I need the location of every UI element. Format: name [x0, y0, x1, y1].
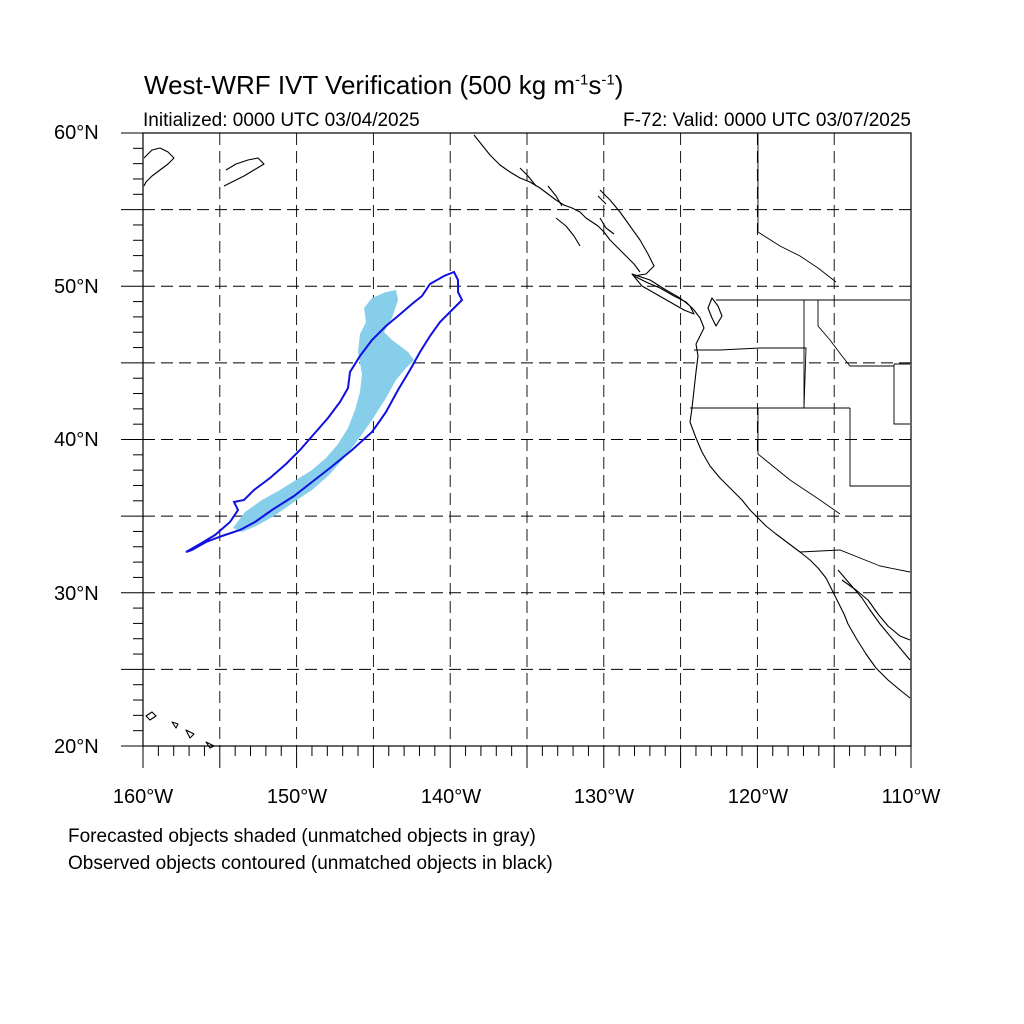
coastlines: [143, 134, 911, 749]
puget-sound: [707, 297, 723, 327]
lat-label-20n: 20°N: [54, 736, 99, 758]
us-mexico-border: [799, 549, 911, 573]
gulf-of-california: [841, 579, 911, 641]
alaska-islands: [223, 157, 265, 187]
nevada-border: [757, 408, 910, 515]
lat-label-50n: 50°N: [54, 276, 99, 298]
us-west-coast: [689, 343, 849, 625]
map-frame: [142, 132, 912, 747]
forecast-object-shade: [233, 290, 414, 532]
forecast-legend-note: Forecasted objects shaded (unmatched obj…: [68, 826, 536, 847]
alaska-canada-border: [757, 134, 837, 283]
lon-label-120w: 120°W: [727, 786, 789, 808]
lat-label-40n: 40°N: [54, 429, 99, 451]
lon-label-110w: 110°W: [881, 786, 941, 808]
hawaii: [145, 711, 215, 749]
lon-label-150w: 150°W: [266, 786, 328, 808]
baja-california: [837, 569, 911, 699]
observed-legend-note: Observed objects contoured (unmatched ob…: [68, 853, 553, 874]
lat-label-30n: 30°N: [54, 583, 99, 605]
lon-label-160w: 160°W: [112, 786, 174, 808]
utah-border: [893, 363, 910, 425]
bc-coast: [599, 189, 705, 345]
map-title: West-WRF IVT Verification (500 kg m-1s-1…: [144, 70, 624, 100]
southeast-alaska-islands: [519, 167, 615, 247]
axis-ticks: [121, 132, 912, 768]
lat-label-60n: 60°N: [54, 122, 99, 144]
valid-time: F-72: Valid: 0000 UTC 03/07/2025: [623, 110, 911, 131]
idaho-border: [803, 300, 894, 408]
initialized-time: Initialized: 0000 UTC 03/04/2025: [143, 110, 420, 131]
lon-label-130w: 130°W: [573, 786, 635, 808]
lon-label-140w: 140°W: [420, 786, 482, 808]
alaska-coast: [473, 134, 641, 273]
political-borders: [690, 134, 911, 573]
washington-oregon-border: [694, 347, 807, 409]
alaska-peninsula: [143, 147, 175, 187]
vancouver-island: [631, 273, 695, 315]
observed-object-contour: [185, 270, 464, 553]
grid-lines: [143, 133, 911, 746]
